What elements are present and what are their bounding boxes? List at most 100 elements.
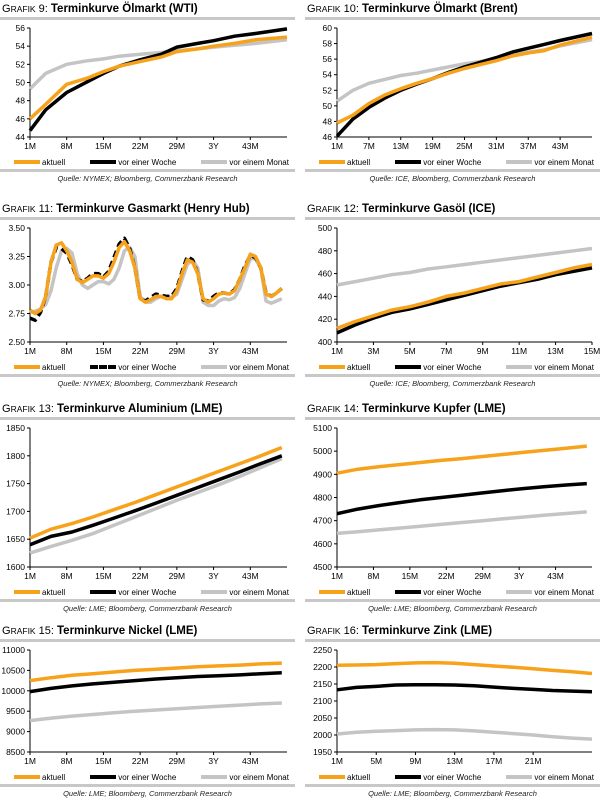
legend-item-week: vor einer Woche [90, 158, 176, 167]
series-line-week [336, 266, 593, 335]
chart-legend: aktuell vor einer Woche vor einem Monat [0, 360, 295, 374]
legend-item-current: aktuell [319, 773, 370, 782]
y-tick-label: 8500 [6, 747, 25, 757]
legend-label-month: vor einem Monat [229, 157, 289, 167]
legend-item-month: vor einem Monat [201, 158, 289, 167]
divider [305, 784, 600, 787]
chart-source: Quelle: ICE; Bloomberg, Commerzbank Rese… [369, 379, 536, 388]
x-tick-label: 29M [169, 346, 186, 356]
legend-label-current: aktuell [347, 157, 371, 167]
x-tick-label: 3Y [208, 756, 219, 766]
x-tick-label: 22M [132, 756, 149, 766]
y-tick-label: 2.50 [8, 337, 25, 347]
chart-plot: 400 420 440 460 480 500 1M 3M 5M 7M 9M 11M 13M 15M [318, 223, 600, 356]
legend-item-current: aktuell [14, 158, 65, 167]
y-tick-label: 1750 [6, 479, 25, 489]
y-tick-label: 480 [318, 246, 332, 256]
x-tick-label: 1M [24, 141, 36, 151]
legend-label-month: vor einem Monat [534, 587, 594, 597]
legend-swatch-month [201, 160, 228, 164]
legend-swatch-current [319, 590, 345, 594]
legend-swatch-current [319, 160, 345, 164]
y-tick-label: 9000 [6, 727, 25, 737]
chart-title-text: Terminkurve Nickel (LME) [57, 625, 198, 637]
y-tick-label: 56 [16, 23, 26, 33]
y-tick-label: 60 [323, 23, 333, 33]
divider [0, 417, 295, 420]
y-tick-label: 1850 [6, 423, 25, 433]
chart-title-text: Terminkurve Ölmarkt (WTI) [50, 3, 198, 15]
x-tick-label: 13M [547, 346, 564, 356]
chart-legend: aktuell vor einer Woche vor einem Monat [0, 770, 295, 784]
legend-label-week: vor einer Woche [118, 772, 177, 782]
x-tick-label: 43M [242, 346, 259, 356]
legend-item-current: aktuell [319, 158, 370, 167]
divider [0, 217, 295, 220]
legend-swatch-current [14, 590, 40, 594]
chart-title: GRAFIK 14: Terminkurve Kupfer (LME) [305, 402, 600, 417]
series-line-current [29, 239, 283, 316]
y-tick-label: 1650 [6, 534, 25, 544]
y-tick-label: 2100 [313, 696, 332, 706]
legend-swatch-month [506, 365, 533, 369]
series-line-month [336, 727, 593, 741]
series-line-week [29, 671, 282, 694]
y-tick-label: 4900 [313, 469, 332, 479]
chart-number: GRAFIK 13: [2, 403, 57, 415]
x-tick-label: 1M [331, 571, 343, 581]
chart-plot: 4500 4600 4700 4800 4900 5000 5100 1M 8M 15M 22M 29… [313, 423, 592, 581]
x-tick-label: 5M [404, 346, 416, 356]
series-line-month [29, 456, 283, 555]
x-tick-label: 43M [547, 571, 564, 581]
legend-swatch-month [506, 590, 533, 594]
legend-swatch-month [506, 775, 533, 779]
chart-title: GRAFIK 9: Terminkurve Ölmarkt (WTI) [0, 2, 295, 17]
legend-swatch-month [201, 365, 228, 369]
x-tick-label: 3Y [208, 346, 219, 356]
y-tick-label: 4500 [313, 562, 332, 572]
x-tick-label: 7M [440, 346, 452, 356]
chart-title: GRAFIK 16: Terminkurve Zink (LME) [305, 624, 600, 639]
legend-item-week: vor einer Woche [395, 363, 481, 372]
legend-swatch-month [201, 590, 228, 594]
x-tick-label: 43M [242, 756, 259, 766]
legend-label-week: vor einer Woche [423, 362, 482, 372]
chart-panel: GRAFIK 16: Terminkurve Zink (LME) 1950 200… [305, 624, 600, 801]
series-line-week [336, 481, 587, 516]
x-tick-label: 1M [331, 756, 343, 766]
x-tick-label: 13M [392, 141, 409, 151]
y-tick-label: 10000 [1, 686, 25, 696]
y-tick-label: 48 [323, 116, 333, 126]
legend-item-week: vor einer Woche [395, 588, 481, 597]
chart-number: GRAFIK 15: [2, 625, 57, 637]
legend-label-week: vor einer Woche [423, 772, 482, 782]
legend-item-current: aktuell [14, 363, 65, 372]
chart-panel: GRAFIK 9: Terminkurve Ölmarkt (WTI) 44 46 4… [0, 2, 295, 186]
divider [0, 374, 295, 377]
legend-swatch-current [319, 365, 345, 369]
y-tick-label: 500 [318, 223, 332, 233]
divider [305, 217, 600, 220]
legend-item-current: aktuell [319, 588, 370, 597]
x-tick-label: 21M [525, 756, 542, 766]
x-tick-label: 1M [331, 141, 343, 151]
legend-item-month: vor einem Monat [201, 363, 289, 372]
x-tick-label: 15M [584, 346, 600, 356]
chart-panel: GRAFIK 14: Terminkurve Kupfer (LME) 4500 4… [305, 402, 600, 616]
legend-label-month: vor einem Monat [229, 772, 289, 782]
legend-swatch-current [319, 775, 345, 779]
series-line-current [336, 660, 593, 676]
legend-item-current: aktuell [319, 363, 370, 372]
x-tick-label: 15M [95, 571, 112, 581]
y-tick-label: 52 [16, 59, 26, 69]
chart-legend: aktuell vor einer Woche vor einem Monat [0, 155, 295, 169]
y-tick-label: 48 [16, 96, 26, 106]
legend-label-month: vor einem Monat [229, 587, 289, 597]
divider [0, 639, 295, 642]
legend-item-week: vor einer Woche [90, 363, 176, 372]
y-tick-label: 46 [16, 114, 26, 124]
series-line-week [28, 27, 288, 132]
y-tick-label: 11000 [2, 645, 25, 655]
chart-source: Quelle: NYMEX; Bloomberg, Commerzbank Re… [57, 174, 238, 183]
chart-title-text: Terminkurve Kupfer (LME) [362, 403, 506, 415]
